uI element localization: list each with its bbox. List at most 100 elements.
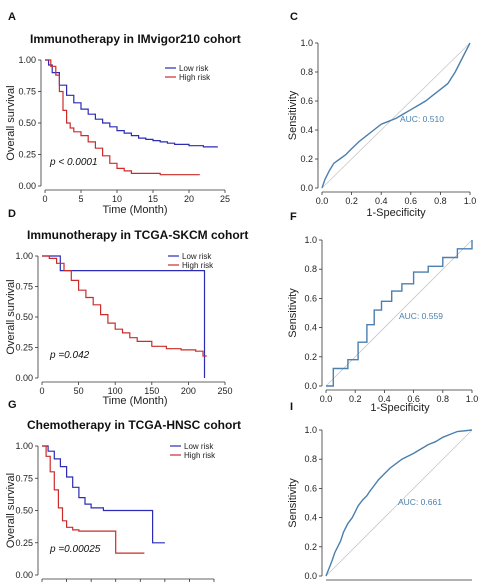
x-tick-label: 0.6	[407, 394, 420, 404]
legend-label: High risk	[179, 73, 211, 82]
x-tick-label: 50	[74, 386, 84, 396]
y-tick-label: 0.25	[15, 538, 33, 548]
p-value-annotation: p =0.042	[49, 350, 90, 361]
roc-curve	[325, 429, 473, 577]
y-axis-label: Sensitivity	[287, 288, 299, 338]
series-line-low-risk	[42, 445, 165, 544]
panel-letter-a: A	[8, 11, 16, 23]
y-tick-label: 0.6	[304, 293, 317, 303]
series-line-low-risk	[42, 255, 206, 378]
x-tick-label: 0.0	[316, 196, 329, 206]
x-tick-label: 0.8	[434, 196, 447, 206]
panel-letter-c: C	[290, 11, 298, 23]
reference-diagonal	[325, 239, 473, 387]
x-axis-label: Time (Month)	[103, 395, 168, 407]
x-tick-label: 0.4	[378, 394, 391, 404]
y-tick-label: 0.50	[15, 506, 33, 516]
x-tick-label: 0.2	[349, 394, 362, 404]
y-tick-label: 0.25	[15, 343, 33, 353]
auc-annotation: AUC: 0.559	[399, 311, 443, 321]
y-tick-label: 0.2	[300, 154, 313, 164]
y-tick-label: 0.8	[304, 454, 317, 464]
legend-label: Low risk	[184, 442, 214, 451]
y-tick-label: 1.0	[304, 425, 317, 435]
y-tick-label: 0.4	[304, 513, 317, 523]
x-tick-label: 150	[144, 386, 159, 396]
legend-label: High risk	[184, 451, 216, 460]
y-tick-label: 0.8	[300, 67, 313, 77]
y-axis-label: Overall survival	[5, 473, 17, 548]
x-tick-label: 0.8	[437, 394, 450, 404]
y-tick-label: 1.00	[18, 55, 36, 65]
x-tick-label: 0	[42, 194, 47, 204]
y-tick-label: 0.50	[15, 312, 33, 322]
x-tick-label: 0	[39, 386, 44, 396]
series-line-high-risk	[45, 59, 200, 176]
series-line-high-risk	[42, 255, 207, 357]
y-axis-label: Overall survival	[5, 85, 17, 160]
x-tick-label: 200	[181, 386, 196, 396]
chart-title: Immunotherapy in IMvigor210 cohort	[30, 32, 241, 46]
y-tick-label: 0.75	[15, 282, 33, 292]
x-tick-label: 25	[220, 194, 230, 204]
series-line-high-risk	[42, 445, 145, 554]
y-tick-label: 0.4	[300, 125, 313, 135]
y-tick-label: 0.2	[304, 352, 317, 362]
x-tick-label: 0.0	[320, 394, 333, 404]
p-value-annotation: p =0.00025	[49, 544, 101, 555]
x-axis-label: 1-Specificity	[366, 207, 426, 219]
roc-curve	[326, 240, 473, 387]
y-tick-label: 0.6	[300, 96, 313, 106]
legend-label: Low risk	[179, 64, 209, 73]
x-axis-label: Time (Month)	[103, 204, 168, 216]
x-axis-label: 1-Specificity	[370, 402, 430, 414]
y-tick-label: 0.8	[304, 264, 317, 274]
legend-label: High risk	[182, 261, 214, 270]
panel-letter-d: D	[8, 208, 16, 220]
y-tick-label: 0.0	[300, 183, 313, 193]
y-tick-label: 0.75	[18, 87, 36, 97]
y-tick-label: 1.0	[300, 38, 313, 48]
y-tick-label: 1.0	[304, 235, 317, 245]
y-tick-label: 0.00	[18, 181, 36, 191]
panel-letter-g: G	[8, 399, 17, 411]
p-value-annotation: p < 0.0001	[49, 157, 98, 168]
panel-letter-i: I	[290, 401, 293, 413]
x-tick-label: 1.0	[466, 394, 479, 404]
reference-diagonal	[321, 42, 471, 189]
y-tick-label: 0.50	[18, 118, 36, 128]
x-tick-label: 1.0	[464, 196, 477, 206]
x-tick-label: 5	[78, 194, 83, 204]
y-tick-label: 0.00	[15, 570, 33, 580]
y-tick-label: 0.6	[304, 483, 317, 493]
x-tick-label: 100	[108, 386, 123, 396]
x-tick-label: 250	[217, 386, 232, 396]
x-tick-label: 20	[184, 194, 194, 204]
chart-title: Chemotherapy in TCGA-HNSC cohort	[27, 418, 241, 432]
y-axis-label: Sensitivity	[287, 90, 299, 140]
x-tick-label: 0.4	[375, 196, 388, 206]
y-tick-label: 1.00	[15, 441, 33, 451]
x-tick-label: 15	[148, 194, 158, 204]
y-tick-label: 0.25	[18, 150, 36, 160]
legend-label: Low risk	[182, 252, 212, 261]
y-axis-label: Sensitivity	[287, 478, 299, 528]
y-tick-label: 0.00	[15, 373, 33, 383]
chart-title: Immunotherapy in TCGA-SKCM cohort	[27, 228, 248, 242]
y-tick-label: 0.0	[304, 571, 317, 581]
y-tick-label: 0.0	[304, 381, 317, 391]
y-tick-label: 0.2	[304, 542, 317, 552]
panel-letter-f: F	[290, 211, 297, 223]
series-line-low-risk	[45, 59, 218, 148]
y-tick-label: 0.75	[15, 473, 33, 483]
reference-diagonal	[325, 429, 473, 577]
x-tick-label: 10	[112, 194, 122, 204]
auc-annotation: AUC: 0.661	[398, 497, 442, 507]
y-tick-label: 1.00	[15, 251, 33, 261]
auc-annotation: AUC: 0.510	[400, 114, 444, 124]
x-tick-label: 0.2	[345, 196, 358, 206]
roc-curve	[321, 42, 471, 189]
y-axis-label: Overall survival	[5, 279, 17, 354]
x-tick-label: 0.6	[405, 196, 418, 206]
